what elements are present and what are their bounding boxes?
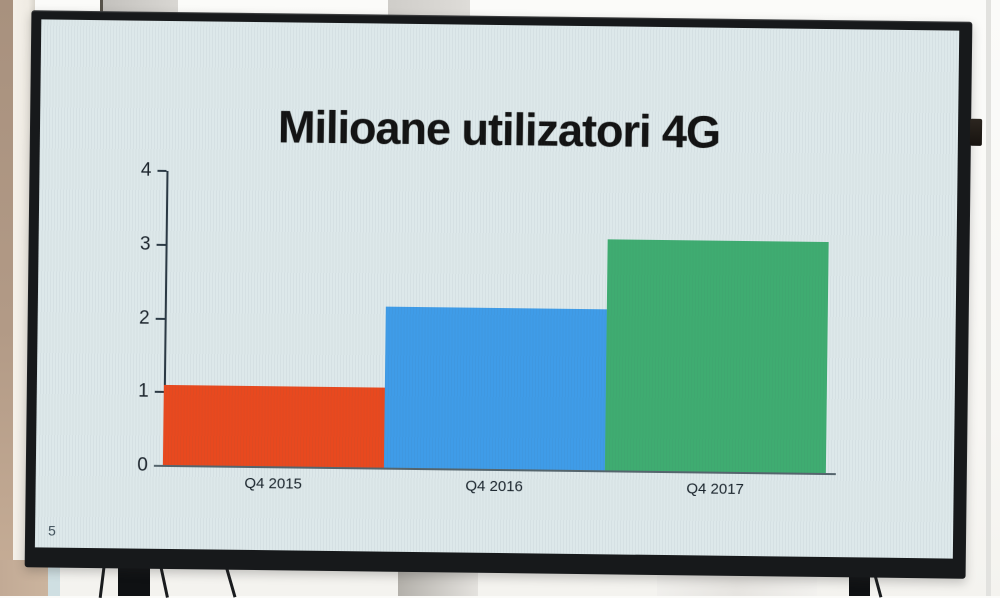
tv-frame: Milioane utilizatori 4G 0 1 2 3 4 Q4 2015 Q4 2… <box>24 10 983 579</box>
y-axis-tick <box>156 243 166 246</box>
x-axis-label: Q4 2017 <box>686 480 745 499</box>
x-axis-label: Q4 2015 <box>244 474 303 493</box>
tv-side-clip <box>969 118 983 146</box>
bar-q4-2015 <box>162 384 385 469</box>
slide-number-badge: 5 <box>47 522 56 539</box>
bar-q4-2017 <box>604 239 829 475</box>
y-axis-tick-label: 2 <box>138 307 150 329</box>
x-axis-label: Q4 2016 <box>465 477 524 496</box>
y-axis-tick-label: 3 <box>139 233 151 255</box>
y-axis-tick <box>154 391 164 394</box>
window-frame-right <box>986 0 991 596</box>
y-axis-tick-label: 0 <box>137 454 149 476</box>
y-axis-tick-label: 4 <box>140 159 152 181</box>
presentation-slide: Milioane utilizatori 4G 0 1 2 3 4 Q4 2015 Q4 2… <box>35 19 959 558</box>
y-axis-tick <box>155 317 165 320</box>
bar-q4-2016 <box>383 306 607 472</box>
y-axis-tick <box>157 169 167 172</box>
y-axis-tick-label: 1 <box>138 380 149 402</box>
wall-strip-left <box>0 0 13 596</box>
tv-screen: Milioane utilizatori 4G 0 1 2 3 4 Q4 2015 Q4 2… <box>34 19 960 559</box>
chart: 0 1 2 3 4 Q4 2015 Q4 2016 Q4 2017 <box>35 19 959 558</box>
glass-sliver <box>48 566 60 596</box>
